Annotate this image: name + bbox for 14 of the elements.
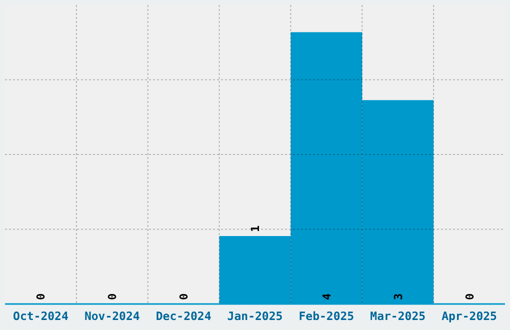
data-label: 3 — [392, 293, 405, 300]
data-label: 4 — [320, 293, 334, 300]
x-tick-label: Apr-2025 — [442, 309, 498, 323]
x-tick-label: Mar-2025 — [370, 309, 426, 323]
data-label: 0 — [34, 293, 48, 300]
data-label: 0 — [463, 293, 476, 300]
x-tick-label: Oct-2024 — [13, 309, 68, 323]
x-tick-label: Feb-2025 — [298, 309, 354, 323]
x-tick-label: Dec-2024 — [156, 309, 212, 323]
data-label: 0 — [178, 293, 191, 300]
data-label: 1 — [249, 225, 262, 232]
data-label: 0 — [106, 293, 120, 300]
x-tick-label: Nov-2024 — [84, 309, 140, 323]
x-tick-label: Jan-2025 — [227, 309, 283, 323]
